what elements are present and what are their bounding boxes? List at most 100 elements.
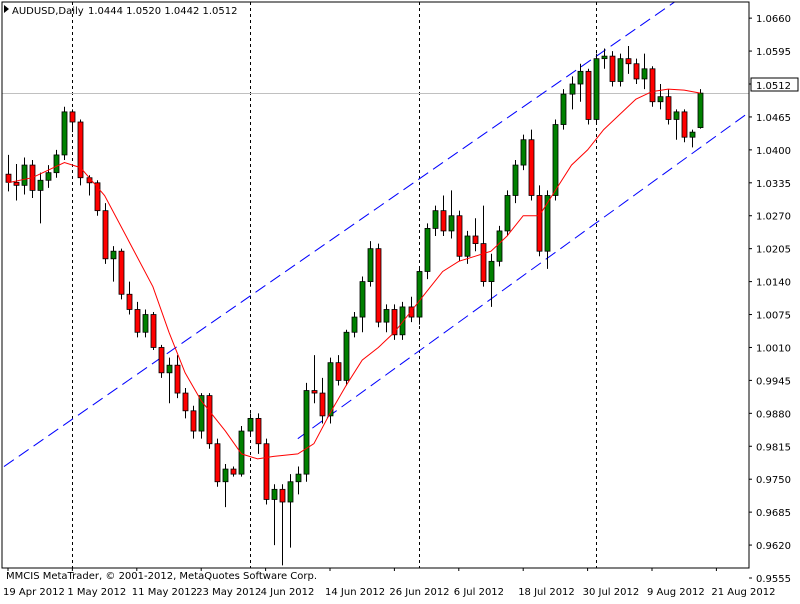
candle-body [528,139,535,196]
candle-body [198,395,205,432]
y-tick-label: 1.0140 [756,278,791,289]
candle-body [77,121,84,179]
candle-body [61,111,68,156]
candle-body [424,227,431,272]
candle-body [472,235,479,244]
candle-body [327,362,334,417]
candle-body [593,58,600,120]
x-tick-label: 11 May 2012 [132,587,197,598]
x-tick-label: 23 May 2012 [196,587,261,598]
candle-body [190,410,197,432]
y-tick-label: 0.9750 [756,475,791,486]
candle-body [665,96,672,120]
candle-body [206,395,213,445]
candle-body [520,139,527,166]
candle-body [488,260,495,283]
candle-body [21,164,28,186]
candle-body [504,195,511,232]
y-tick-label: 1.0010 [756,343,791,354]
x-tick-label: 4 Jun 2012 [261,587,315,598]
x-tick-label: 6 Jul 2012 [454,587,504,598]
x-tick-label: 30 Jul 2012 [583,587,640,598]
candle-body [480,243,487,283]
channel-line [297,111,749,440]
y-tick-label: 0.9880 [756,409,791,420]
candle-body [271,488,278,500]
y-tick-label: 0.9685 [756,508,791,519]
candle-body [448,215,455,232]
candle-body [351,316,358,333]
candle-body [416,271,423,318]
candle-body [53,154,60,174]
candle-body [657,96,664,103]
candle-body [383,309,390,323]
candle-body [496,230,503,262]
candle-body [456,215,463,257]
candle-body [102,210,109,260]
candle-body [238,430,245,475]
y-tick-label: 0.9815 [756,442,791,453]
candle-body [601,55,608,60]
candle-body [391,309,398,336]
candle-body [375,248,382,323]
candle-body [649,68,656,103]
candle-body [681,111,688,138]
candle-body [536,195,543,252]
candle-body [399,306,406,336]
candle-body [577,70,584,85]
time-axis: 19 Apr 2012 1 May 2012 11 May 2012 23 May 2… [3,568,775,598]
candle-body [134,309,141,333]
y-tick-label: 0.9555 [756,574,791,585]
candle-body [118,250,125,295]
x-tick-label: 26 Jun 2012 [389,587,449,598]
candle-body [697,92,704,128]
candle-body [432,210,439,229]
candle-body [110,250,117,260]
candle-body [126,293,133,310]
channel-lines [3,2,749,467]
candle-body [633,63,640,80]
candle-body [359,281,366,318]
candle-body [609,55,616,82]
ohlc-label: 1.0444 1.0520 1.0442 1.0512 [88,6,238,17]
candle-body [214,443,221,483]
candle-body [247,417,254,432]
copyright-label: MMCIS MetaTrader, © 2001-2012, MetaQuote… [6,571,317,582]
candle-body [5,173,12,183]
current-price-value: 1.0512 [756,81,791,92]
y-tick-label: 1.0465 [756,113,791,124]
candle-body [544,195,551,252]
candle-body [585,70,592,120]
candle-body [142,314,149,333]
candle-body [617,58,624,82]
y-tick-label: 1.0205 [756,245,791,256]
candles [5,46,704,566]
candle-body [367,248,374,283]
candle-body [158,347,165,374]
candle-body [69,111,76,123]
candle-body [560,93,567,125]
y-tick-label: 1.0335 [756,179,791,190]
x-tick-label: 1 May 2012 [67,587,126,598]
candle-body [625,58,632,65]
candle-body [166,364,173,374]
candle-body [287,481,294,503]
y-tick-label: 1.0660 [756,14,791,25]
y-tick-label: 1.0595 [756,47,791,58]
candle-body [552,124,559,196]
candle-body [37,179,44,191]
plot-frame [1,1,750,569]
x-tick-label: 21 Aug 2012 [711,587,775,598]
x-tick-label: 19 Apr 2012 [3,587,65,598]
candle-body [408,306,415,318]
candle-body [464,235,471,257]
candle-body [182,392,189,412]
x-tick-label: 18 Jul 2012 [518,587,575,598]
candle-body [311,390,318,394]
candle-body [222,468,229,483]
moving-average-line [7,88,701,460]
y-tick-label: 0.9620 [756,541,791,552]
candle-body [569,83,576,95]
